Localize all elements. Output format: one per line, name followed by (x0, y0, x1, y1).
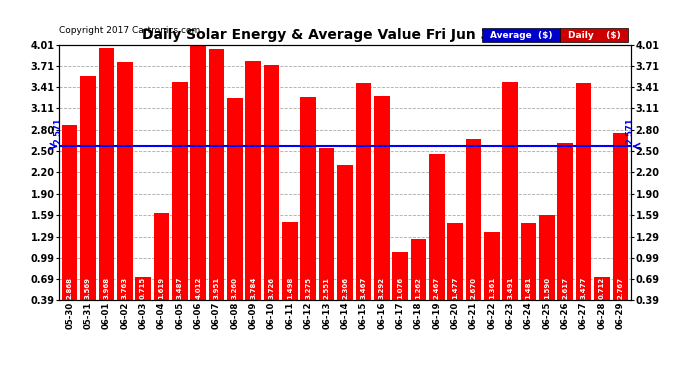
Bar (355, 83, 371, 300)
Text: Daily    ($): Daily ($) (568, 31, 620, 40)
Bar (208, 49, 224, 300)
Text: 2.306: 2.306 (342, 277, 348, 298)
Text: 1.076: 1.076 (397, 276, 403, 298)
Bar (613, 132, 628, 300)
Bar (154, 213, 169, 300)
Bar (411, 238, 426, 300)
Bar (246, 61, 261, 300)
Text: 3.951: 3.951 (213, 276, 219, 298)
Text: 1.619: 1.619 (159, 276, 164, 298)
Text: 1.477: 1.477 (452, 276, 458, 298)
Bar (576, 82, 591, 300)
Text: 3.784: 3.784 (250, 276, 256, 298)
Bar (264, 65, 279, 300)
Text: 3.260: 3.260 (232, 277, 238, 298)
Bar (282, 222, 297, 300)
Text: 2.467: 2.467 (434, 276, 440, 298)
Text: 3.477: 3.477 (580, 276, 586, 298)
FancyBboxPatch shape (560, 28, 629, 42)
Bar (135, 277, 151, 300)
Bar (300, 97, 316, 300)
Text: 1.262: 1.262 (415, 277, 422, 298)
Text: 1.498: 1.498 (287, 276, 293, 298)
Text: 3.275: 3.275 (305, 277, 311, 298)
Bar (502, 81, 518, 300)
Text: 3.569: 3.569 (85, 277, 91, 298)
Text: 1.481: 1.481 (526, 276, 531, 298)
Bar (172, 82, 188, 300)
Bar (117, 62, 132, 300)
Text: 3.467: 3.467 (360, 276, 366, 298)
Text: 2.551: 2.551 (324, 277, 330, 298)
Bar (80, 76, 96, 300)
Text: 2.868: 2.868 (67, 277, 72, 298)
Text: 4.012: 4.012 (195, 276, 201, 298)
Bar (337, 165, 353, 300)
Bar (319, 148, 335, 300)
Bar (393, 252, 408, 300)
Text: 3.487: 3.487 (177, 276, 183, 298)
Bar (484, 232, 500, 300)
Text: 3.968: 3.968 (104, 276, 110, 298)
Text: 3.763: 3.763 (121, 276, 128, 298)
Bar (558, 143, 573, 300)
Bar (374, 96, 390, 300)
Text: 0.712: 0.712 (599, 276, 605, 298)
Text: 2.571: 2.571 (626, 118, 635, 144)
Bar (594, 278, 610, 300)
FancyBboxPatch shape (482, 28, 560, 42)
Text: 0.715: 0.715 (140, 276, 146, 298)
Text: Average  ($): Average ($) (490, 31, 553, 40)
Title: Daily Solar Energy & Average Value Fri Jun 30 20:29: Daily Solar Energy & Average Value Fri J… (141, 28, 549, 42)
Bar (62, 126, 77, 300)
Bar (190, 45, 206, 300)
Text: 2.571: 2.571 (53, 118, 62, 144)
Text: Copyright 2017 Cartronics.com: Copyright 2017 Cartronics.com (59, 26, 200, 35)
Text: 1.361: 1.361 (489, 276, 495, 298)
Text: 2.767: 2.767 (618, 277, 623, 298)
Bar (429, 154, 444, 300)
Text: 2.670: 2.670 (471, 277, 477, 298)
Text: 2.617: 2.617 (562, 277, 569, 298)
Bar (99, 48, 114, 300)
Text: 3.491: 3.491 (507, 276, 513, 298)
Bar (466, 140, 482, 300)
Bar (539, 216, 555, 300)
Text: 1.590: 1.590 (544, 276, 550, 298)
Bar (447, 224, 463, 300)
Bar (521, 223, 536, 300)
Text: 3.726: 3.726 (268, 277, 275, 298)
Text: 3.292: 3.292 (379, 277, 385, 298)
Bar (227, 98, 243, 300)
